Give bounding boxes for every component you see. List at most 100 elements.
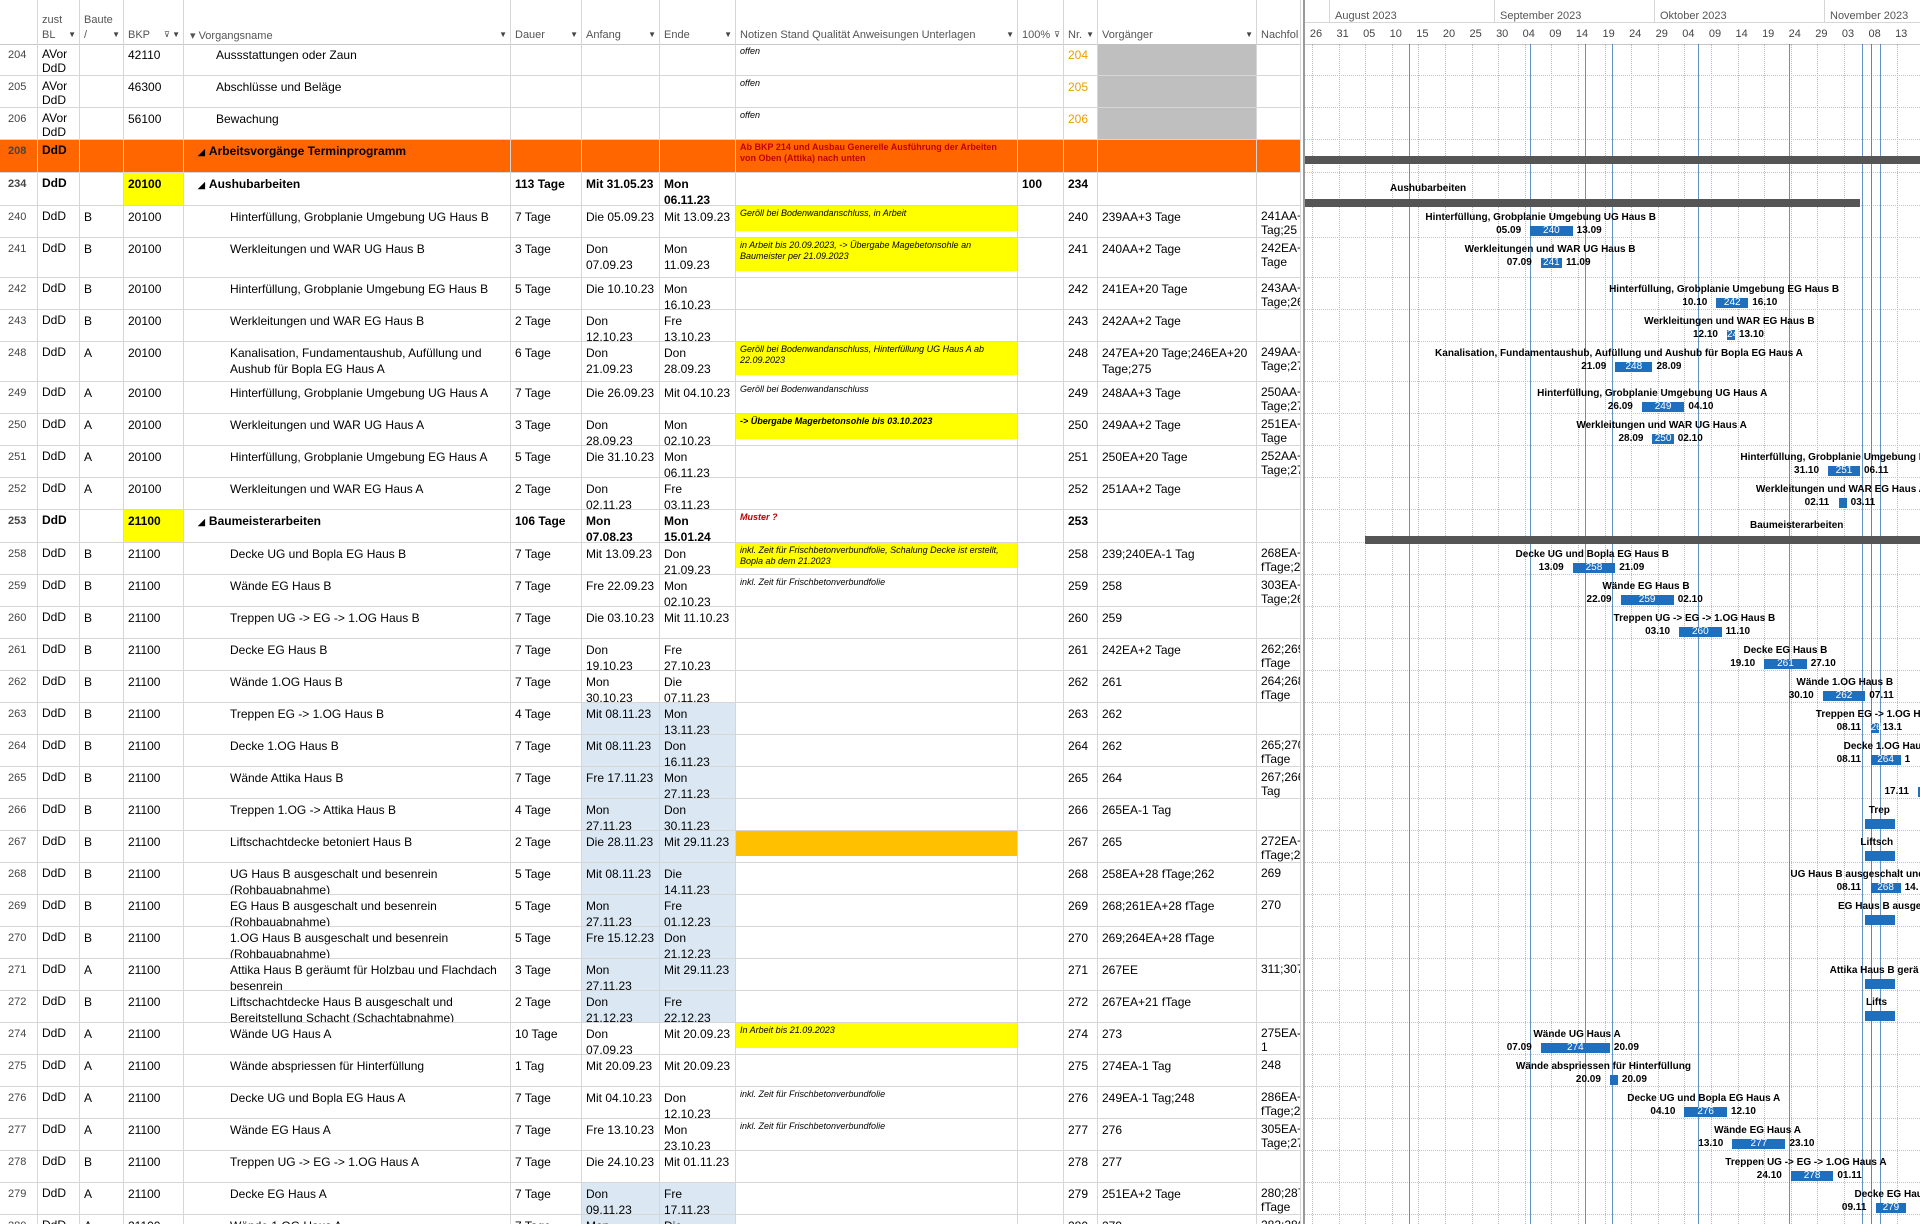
cell-nr[interactable]: 206	[1064, 108, 1098, 139]
cell-bt[interactable]: B	[80, 639, 124, 670]
cell-bt[interactable]: B	[80, 767, 124, 798]
table-row[interactable]: 261 DdD B 21100 Decke EG Haus B 7 Tage Don 19.…	[0, 639, 1301, 671]
cell-bl[interactable]: DdD	[38, 1087, 80, 1118]
cell-name[interactable]: Treppen 1.OG -> Attika Haus B	[184, 799, 511, 830]
task-bar[interactable]: 278	[1790, 1171, 1834, 1181]
cell-pct[interactable]	[1018, 1023, 1064, 1054]
cell-rn[interactable]: 263	[0, 703, 38, 734]
cell-pct[interactable]	[1018, 639, 1064, 670]
cell-rn[interactable]: 204	[0, 44, 38, 75]
cell-bl[interactable]: DdD	[38, 310, 80, 341]
task-bar[interactable]: 277	[1732, 1139, 1786, 1149]
cell-ende[interactable]	[660, 140, 736, 172]
cell-bkp[interactable]: 21100	[124, 735, 184, 766]
cell-note[interactable]	[736, 735, 1018, 766]
cell-dauer[interactable]: 5 Tage	[511, 863, 582, 894]
cell-pct[interactable]	[1018, 382, 1064, 413]
header-vorgangsname[interactable]: ▾ Vorgangsname ▼	[184, 0, 511, 44]
table-row[interactable]: 272 DdD B 21100 Liftschachtdecke Haus B ausg…	[0, 991, 1301, 1023]
cell-nr[interactable]: 250	[1064, 414, 1098, 445]
cell-bkp[interactable]: 20100	[124, 446, 184, 477]
cell-bl[interactable]: DdD	[38, 575, 80, 606]
cell-bl[interactable]: DdD	[38, 671, 80, 702]
cell-vg[interactable]: 242AA+2 Tage	[1098, 310, 1257, 341]
cell-name[interactable]: Werkleitungen und WAR EG Haus B	[184, 310, 511, 341]
cell-anfang[interactable]: Mon 07.08.23	[582, 510, 660, 542]
cell-anfang[interactable]	[582, 44, 660, 75]
cell-bt[interactable]: B	[80, 927, 124, 958]
cell-vg[interactable]: 279	[1098, 1215, 1257, 1224]
cell-anfang[interactable]: Don 21.12.23	[582, 991, 660, 1022]
cell-dauer[interactable]: 3 Tage	[511, 959, 582, 990]
cell-rn[interactable]: 265	[0, 767, 38, 798]
cell-dauer[interactable]: 7 Tage	[511, 1215, 582, 1224]
cell-bkp[interactable]: 21100	[124, 510, 184, 542]
cell-name[interactable]: Attika Haus B geräumt für Holzbau und Fl…	[184, 959, 511, 990]
cell-pct[interactable]	[1018, 1087, 1064, 1118]
cell-pct[interactable]	[1018, 767, 1064, 798]
collapse-triangle-icon[interactable]: ◢	[198, 180, 205, 190]
cell-bt[interactable]: B	[80, 278, 124, 309]
cell-vg[interactable]: 262	[1098, 735, 1257, 766]
cell-nr[interactable]: 266	[1064, 799, 1098, 830]
task-bar[interactable]: 260	[1679, 627, 1722, 637]
cell-dauer[interactable]: 3 Tage	[511, 238, 582, 277]
task-bar[interactable]: 249	[1641, 402, 1685, 412]
cell-ende[interactable]: Die 28.11.23	[660, 1215, 736, 1224]
cell-bkp[interactable]: 20100	[124, 173, 184, 205]
table-row[interactable]: 275 DdD A 21100 Wände abspriessen für Hinter…	[0, 1055, 1301, 1087]
cell-pct[interactable]	[1018, 510, 1064, 542]
cell-note[interactable]	[736, 863, 1018, 894]
cell-nf[interactable]	[1257, 991, 1301, 1022]
cell-dauer[interactable]: 7 Tage	[511, 735, 582, 766]
cell-bkp[interactable]: 21100	[124, 799, 184, 830]
cell-anfang[interactable]: Mit 08.11.23	[582, 863, 660, 894]
cell-bkp[interactable]: 21100	[124, 927, 184, 958]
cell-pct[interactable]	[1018, 76, 1064, 107]
cell-bkp[interactable]: 21100	[124, 1087, 184, 1118]
summary-task-row[interactable]: 234 DdD 20100 ◢ Aushubarbeiten 113 Tage Mit 31…	[0, 173, 1301, 206]
cell-pct[interactable]	[1018, 238, 1064, 277]
cell-note[interactable]: Muster ?	[736, 510, 1018, 542]
cell-nr[interactable]: 264	[1064, 735, 1098, 766]
cell-nf[interactable]: 269	[1257, 863, 1301, 894]
table-row[interactable]: 265 DdD B 21100 Wände Attika Haus B 7 Tage Fre…	[0, 767, 1301, 799]
cell-note[interactable]	[736, 1215, 1018, 1224]
cell-dauer[interactable]: 7 Tage	[511, 1119, 582, 1150]
cell-dauer[interactable]: 7 Tage	[511, 607, 582, 638]
cell-anfang[interactable]: Mon 20.11.23	[582, 1215, 660, 1224]
cell-note[interactable]: Geröll bei Bodenwandanschluss, in Arbeit	[736, 206, 1018, 237]
cell-bt[interactable]: A	[80, 1215, 124, 1224]
table-row[interactable]: 240 DdD B 20100 Hinterfüllung, Grobplanie Um…	[0, 206, 1301, 238]
table-row[interactable]: 279 DdD A 21100 Decke EG Haus A 7 Tage Don 09.…	[0, 1183, 1301, 1215]
cell-pct[interactable]	[1018, 1055, 1064, 1086]
cell-anfang[interactable]: Fre 15.12.23	[582, 927, 660, 958]
cell-anfang[interactable]: Don 28.09.23	[582, 414, 660, 445]
cell-dauer[interactable]: 7 Tage	[511, 1151, 582, 1182]
cell-bl[interactable]: DdD	[38, 767, 80, 798]
cell-nf[interactable]: 305EA+ Tage;27	[1257, 1119, 1301, 1150]
cell-nf[interactable]: 264;268 fTage	[1257, 671, 1301, 702]
cell-rn[interactable]: 276	[0, 1087, 38, 1118]
cell-bkp[interactable]: 21100	[124, 863, 184, 894]
program-summary-bar[interactable]	[1305, 156, 1920, 164]
cell-note[interactable]	[736, 703, 1018, 734]
cell-dauer[interactable]: 2 Tage	[511, 991, 582, 1022]
table-row[interactable]: 263 DdD B 21100 Treppen EG -> 1.OG Haus B 4 T…	[0, 703, 1301, 735]
cell-nr[interactable]: 253	[1064, 510, 1098, 542]
cell-dauer[interactable]: 10 Tage	[511, 1023, 582, 1054]
cell-bl[interactable]: DdD	[38, 238, 80, 277]
cell-nf[interactable]: 249AA+ Tage;27	[1257, 342, 1301, 381]
table-row[interactable]: 271 DdD A 21100 Attika Haus B geräumt für Ho…	[0, 959, 1301, 991]
cell-name[interactable]: Wände 1.OG Haus B	[184, 671, 511, 702]
cell-rn[interactable]: 234	[0, 173, 38, 205]
cell-nr[interactable]: 262	[1064, 671, 1098, 702]
cell-pct[interactable]	[1018, 799, 1064, 830]
cell-bt[interactable]: B	[80, 735, 124, 766]
cell-vg[interactable]: 269;264EA+28 fTage	[1098, 927, 1257, 958]
task-bar[interactable]	[1865, 1011, 1895, 1021]
cell-bt[interactable]: B	[80, 206, 124, 237]
task-bar[interactable]: 279	[1875, 1203, 1906, 1213]
cell-nf[interactable]: 241AA+ Tag;25	[1257, 206, 1301, 237]
cell-nf[interactable]: 251EA+ Tage	[1257, 414, 1301, 445]
